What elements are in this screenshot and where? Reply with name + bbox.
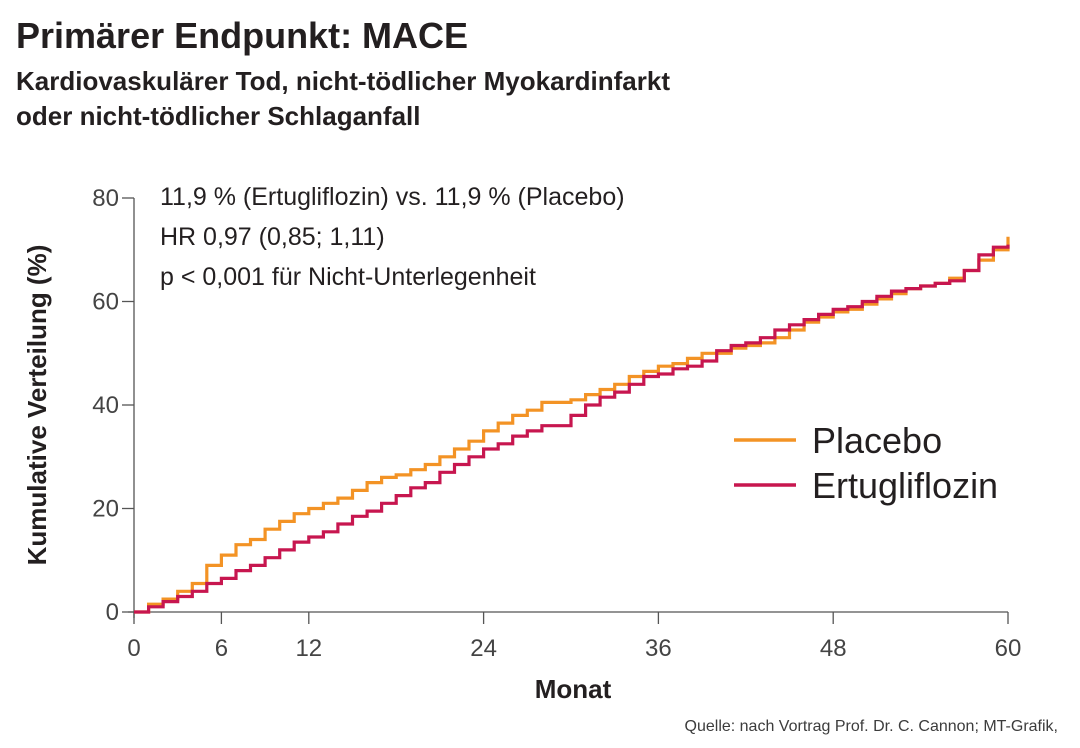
- source-note: Quelle: nach Vortrag Prof. Dr. C. Cannon…: [684, 718, 1058, 735]
- chart-annotations: 11,9 % (Ertugliflozin) vs. 11,9 % (Place…: [160, 183, 625, 291]
- x-tick-label: 48: [820, 635, 847, 662]
- x-tick-label: 6: [215, 635, 228, 662]
- subtitle-line-1: Kardiovaskulärer Tod, nicht-tödlicher My…: [16, 66, 670, 96]
- series-line-placebo: [134, 236, 1010, 614]
- legend-label-placebo: Placebo: [812, 420, 942, 461]
- y-tick-label: 60: [92, 289, 119, 316]
- x-axis-label: Monat: [535, 674, 612, 704]
- chart-axes: 0 20 40 60 80 0 6 12 24 36 48 60 Monat Kumulative Ver…: [22, 185, 1021, 704]
- x-tick-label: 60: [995, 635, 1022, 662]
- x-tick-label: 0: [127, 635, 140, 662]
- subtitle-line-2: oder nicht-tödlicher Schlaganfall: [16, 101, 421, 132]
- series-line-ertugliflozin: [134, 244, 1010, 614]
- annotation-line-3: p < 0,001 für Nicht-Unterlegenheit: [160, 263, 536, 291]
- x-tick-label: 12: [295, 635, 322, 662]
- y-tick-label: 0: [106, 599, 119, 626]
- annotation-line-1: 11,9 % (Ertugliflozin) vs. 11,9 % (Place…: [160, 183, 625, 211]
- y-tick-label: 20: [92, 496, 119, 523]
- chart-title: Primärer Endpunkt: MACE: [16, 15, 469, 56]
- chart-subtitle: Kardiovaskulärer Tod, nicht-tödlicher My…: [16, 64, 670, 134]
- x-tick-label: 24: [470, 635, 497, 662]
- legend-label-ertugliflozin: Ertugliflozin: [812, 465, 998, 506]
- x-tick-label: 36: [645, 635, 672, 662]
- y-axis-label: Kumulative Verteilung (%): [22, 245, 52, 566]
- y-tick-label: 80: [92, 185, 119, 212]
- annotation-line-2: HR 0,97 (0,85; 1,11): [160, 223, 385, 251]
- chart-series: [134, 236, 1010, 614]
- y-tick-label: 40: [92, 392, 119, 419]
